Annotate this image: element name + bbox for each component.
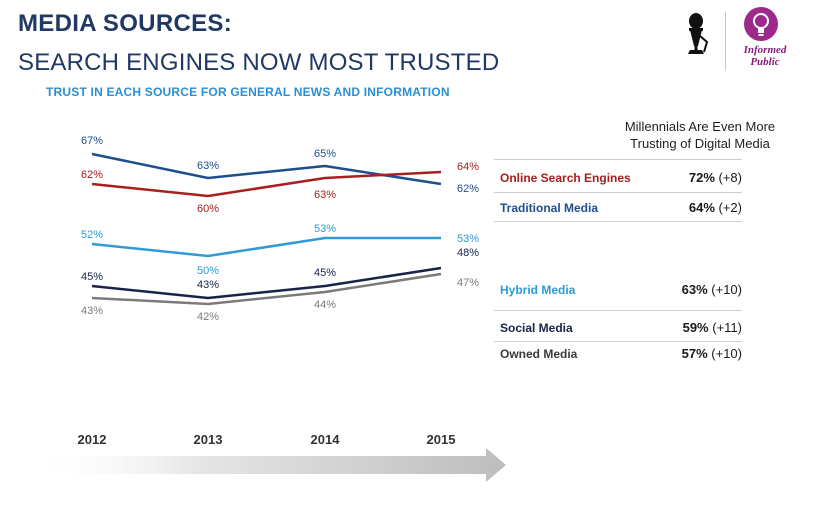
- millennials-row-value: 63% (+10): [682, 275, 742, 305]
- millennials-row-value: 64% (+2): [689, 193, 742, 223]
- x-tick-label: 2013: [194, 432, 223, 447]
- millennials-row-name: Social Media: [500, 321, 573, 335]
- logo-divider: [725, 12, 726, 70]
- value-change: (+10): [711, 346, 742, 361]
- millennials-title-line1: Millennials Are Even More: [624, 119, 776, 134]
- millennials-row-value: 57% (+10): [682, 339, 742, 369]
- millennials-row: Owned Media 57% (+10): [494, 339, 742, 369]
- value-change: (+2): [718, 200, 742, 215]
- timeline-arrow: [30, 448, 506, 482]
- value-change: (+11): [712, 320, 742, 335]
- data-label: 63%: [314, 189, 336, 201]
- value-change: (+8): [718, 170, 742, 185]
- data-label: 45%: [314, 267, 336, 279]
- microphone-icon: [688, 13, 709, 54]
- data-label: 67%: [81, 135, 103, 147]
- page-title: MEDIA SOURCES:: [18, 10, 232, 37]
- chart-caption: TRUST IN EACH SOURCE FOR GENERAL NEWS AN…: [46, 85, 450, 99]
- value-percent: 64%: [688, 200, 715, 215]
- millennials-title-line2: Trusting of Digital Media: [630, 136, 770, 151]
- millennials-row-name: Owned Media: [500, 347, 578, 361]
- data-label: 52%: [81, 229, 103, 241]
- data-label: 53%: [457, 233, 479, 245]
- millennials-row-name: Online Search Engines: [500, 171, 631, 185]
- value-percent: 57%: [681, 346, 708, 361]
- data-label: 64%: [457, 161, 479, 173]
- series-line: [91, 272, 442, 306]
- logo-line2: Public: [750, 56, 780, 68]
- millennials-row: Social Media 59% (+11): [494, 313, 742, 343]
- divider: [494, 310, 742, 311]
- x-tick-label: 2015: [427, 432, 456, 447]
- data-label: 48%: [457, 247, 479, 259]
- millennials-row-value: 72% (+8): [689, 163, 742, 193]
- data-label: 62%: [457, 183, 479, 195]
- divider: [494, 159, 742, 160]
- data-label: 42%: [197, 311, 219, 323]
- millennials-row: Hybrid Media 63% (+10): [494, 275, 742, 305]
- data-label: 43%: [197, 279, 219, 291]
- series-line: [91, 152, 442, 186]
- millennials-row-name: Hybrid Media: [500, 283, 576, 297]
- series-line: [91, 170, 442, 198]
- data-label: 60%: [197, 203, 219, 215]
- millennials-row: Online Search Engines 72% (+8): [494, 163, 742, 193]
- data-label: 65%: [314, 148, 336, 160]
- millennials-row: Traditional Media 64% (+2): [494, 193, 742, 223]
- data-label: 50%: [197, 265, 219, 277]
- data-label: 45%: [81, 271, 103, 283]
- x-tick-label: 2014: [311, 432, 341, 447]
- value-percent: 63%: [681, 282, 708, 297]
- data-label: 63%: [197, 160, 219, 172]
- data-label: 47%: [457, 277, 479, 289]
- logo-text: Informed Public: [730, 44, 800, 68]
- millennials-row-value: 59% (+11): [683, 313, 742, 343]
- value-change: (+10): [711, 282, 742, 297]
- data-label: 44%: [314, 299, 336, 311]
- series-line: [91, 266, 442, 300]
- millennials-title: Millennials Are Even More Trusting of Di…: [600, 118, 800, 152]
- value-percent: 72%: [688, 170, 715, 185]
- divider: [494, 221, 742, 222]
- millennials-row-name: Traditional Media: [500, 201, 599, 215]
- data-label: 43%: [81, 305, 103, 317]
- data-label: 62%: [81, 169, 103, 181]
- logo-line1: Informed: [743, 44, 787, 56]
- page-subtitle: SEARCH ENGINES NOW MOST TRUSTED: [18, 49, 500, 76]
- series-line: [91, 236, 441, 258]
- data-label: 53%: [314, 223, 336, 235]
- divider: [494, 341, 742, 342]
- value-percent: 59%: [682, 320, 709, 335]
- x-tick-label: 2012: [78, 432, 107, 447]
- divider: [494, 192, 742, 193]
- lightbulb-icon: [744, 7, 778, 41]
